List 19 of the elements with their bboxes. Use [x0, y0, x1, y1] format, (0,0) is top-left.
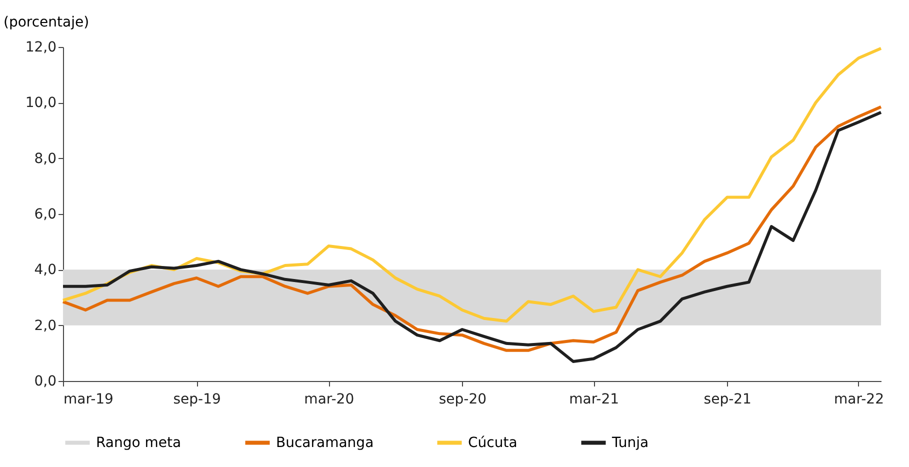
y-tick-label: 4,0: [34, 262, 56, 278]
x-tick-label: sep-21: [704, 392, 752, 408]
y-tick-label: 12,0: [25, 40, 56, 56]
y-tick-label: 10,0: [25, 95, 56, 112]
y-tick-label: 6,0: [34, 206, 56, 222]
x-tick-label: mar-21: [569, 392, 620, 408]
legend-label: Rango meta: [96, 434, 182, 451]
x-tick-label: sep-20: [438, 392, 487, 408]
legend-label: Cúcuta: [468, 434, 518, 451]
x-tick-label: sep-19: [173, 392, 221, 408]
x-tick-label: mar-22: [834, 392, 884, 408]
y-tick-label: 0,0: [34, 374, 56, 390]
y-axis-title: (porcentaje): [4, 14, 90, 30]
x-tick-label: mar-20: [304, 392, 354, 408]
legend-label: Tunja: [611, 434, 649, 451]
legend-label: Bucaramanga: [276, 434, 374, 451]
y-tick-label: 8,0: [34, 150, 56, 167]
y-tick-label: 2,0: [34, 318, 56, 334]
x-tick-label: mar-19: [64, 392, 114, 408]
